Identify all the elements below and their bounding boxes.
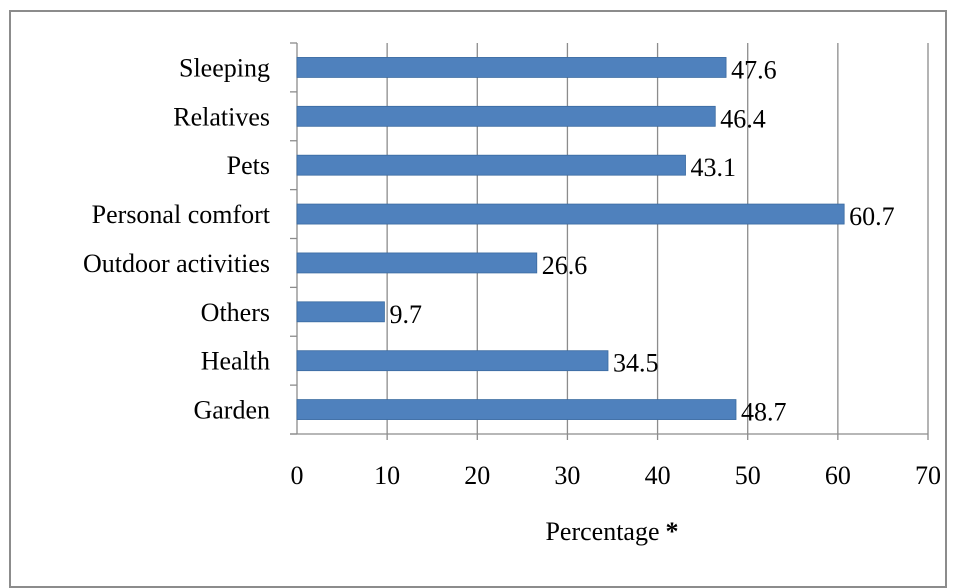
gridlines: [290, 42, 929, 440]
bar: [296, 252, 538, 274]
data-label: 46.4: [720, 104, 766, 133]
bar: [296, 350, 609, 372]
x-tick-label: 60: [825, 461, 851, 490]
category-label: Relatives: [173, 102, 270, 131]
data-label: 9.7: [389, 300, 422, 329]
data-label: 60.7: [849, 202, 895, 231]
category-label: Others: [201, 298, 270, 327]
x-tick-label: 0: [291, 461, 304, 490]
bar: [296, 399, 737, 420]
data-label: 48.7: [741, 398, 787, 427]
category-labels: Sleeping Relatives Pets Personal comfort Out…: [83, 53, 271, 424]
bars: [296, 57, 845, 420]
category-label: Outdoor activities: [83, 249, 270, 278]
x-tick-label: 20: [464, 461, 490, 490]
data-labels: 47.6 46.4 43.1 60.7 26.6 9.7 34.5 48.7: [389, 55, 894, 426]
x-tick-labels: 0 10 20 30 40 50 60 70: [291, 461, 942, 490]
x-tick-label: 50: [735, 461, 761, 490]
bar: [296, 154, 686, 176]
category-label: Garden: [193, 396, 270, 425]
x-tick-label: 30: [554, 461, 580, 490]
x-tick-label: 40: [645, 461, 671, 490]
bar: [296, 57, 727, 78]
x-axis-title-mark: *: [666, 517, 679, 546]
data-label: 34.5: [613, 349, 659, 378]
x-axis-title: Percentage *: [545, 517, 678, 546]
category-label: Pets: [227, 151, 270, 180]
category-label: Health: [201, 347, 270, 376]
category-label: Sleeping: [179, 53, 270, 82]
data-label: 47.6: [731, 55, 777, 84]
x-tick-label: 10: [374, 461, 400, 490]
bar: [296, 203, 845, 225]
bar: [296, 105, 716, 127]
x-tick-label: 70: [915, 461, 941, 490]
category-label: Personal comfort: [92, 200, 271, 229]
bar: [296, 301, 385, 323]
data-label: 43.1: [691, 153, 737, 182]
x-axis-title-text: Percentage: [545, 517, 659, 546]
data-label: 26.6: [542, 251, 588, 280]
